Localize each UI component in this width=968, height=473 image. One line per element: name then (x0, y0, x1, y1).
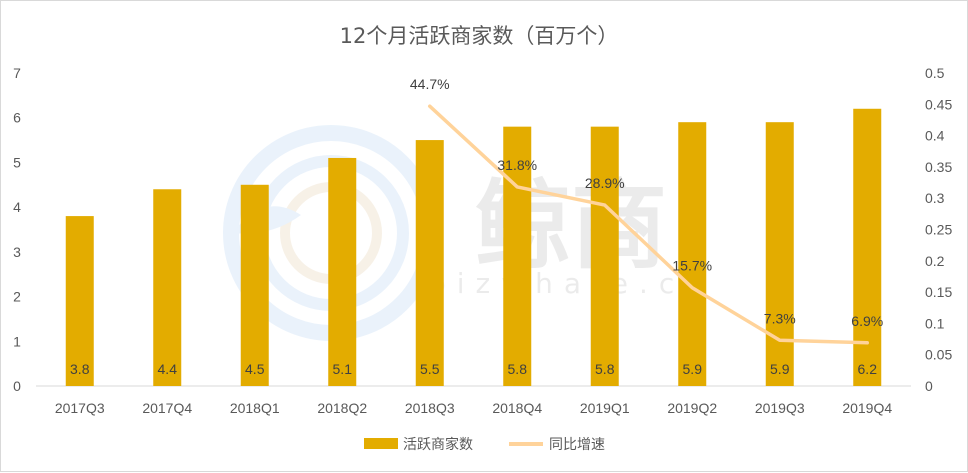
x-tick-label: 2018Q4 (492, 400, 542, 416)
x-tick-label: 2017Q4 (142, 400, 192, 416)
x-tick-label: 2019Q2 (667, 400, 717, 416)
bar-value-label: 6.2 (858, 361, 878, 377)
line-value-label: 28.9% (585, 175, 625, 191)
line-value-label: 44.7% (410, 76, 450, 92)
bar-series (66, 109, 882, 386)
x-axis: 2017Q3 2017Q4 2018Q1 2018Q2 2018Q3 2018Q4 2019… (55, 400, 893, 416)
y-left-tick-label: 1 (13, 333, 21, 349)
y-right-tick-label: 0 (925, 378, 933, 394)
line-value-label: 31.8% (497, 157, 537, 173)
watermark-logo: 鲸商 bizwhale.cn (231, 133, 714, 333)
bar-value-label: 5.8 (595, 361, 615, 377)
right-axis: 0 0.05 0.1 0.15 0.2 0.25 0.3 0.35 0.4 0.45 0.5 (925, 65, 952, 394)
bar (416, 140, 444, 386)
watermark-domain: bizwhale.cn (428, 267, 714, 300)
y-left-tick-label: 5 (13, 154, 21, 170)
bar-data-labels: 3.8 4.4 4.5 5.1 5.5 5.8 5.8 5.9 5.9 6.2 (70, 361, 877, 377)
bar (153, 189, 181, 386)
x-tick-label: 2018Q3 (405, 400, 455, 416)
legend-label-line: 同比增速 (549, 437, 605, 453)
line-value-label: 7.3% (764, 310, 796, 326)
bar (241, 185, 269, 386)
bar-value-label: 3.8 (70, 361, 90, 377)
y-left-tick-label: 4 (13, 199, 21, 215)
y-right-tick-label: 0.25 (925, 222, 952, 238)
x-tick-label: 2019Q4 (842, 400, 892, 416)
line-value-label: 15.7% (672, 258, 712, 274)
y-right-tick-label: 0.3 (925, 190, 945, 206)
bar-value-label: 5.9 (683, 361, 703, 377)
y-right-tick-label: 0.05 (925, 347, 952, 363)
bar-value-label: 5.5 (420, 361, 440, 377)
y-right-tick-label: 0.45 (925, 96, 952, 112)
bar (678, 122, 706, 386)
y-right-tick-label: 0.2 (925, 253, 945, 269)
y-left-tick-label: 6 (13, 110, 21, 126)
left-axis: 0 1 2 3 4 5 6 7 (13, 65, 21, 394)
bar (766, 122, 794, 386)
y-right-tick-label: 0.1 (925, 315, 945, 331)
x-tick-label: 2017Q3 (55, 400, 105, 416)
y-right-tick-label: 0.5 (925, 65, 945, 81)
y-right-tick-label: 0.35 (925, 159, 952, 175)
y-left-tick-label: 3 (13, 244, 21, 260)
y-right-tick-label: 0.15 (925, 284, 952, 300)
bar-value-label: 5.8 (508, 361, 528, 377)
bar-value-label: 5.9 (770, 361, 790, 377)
x-tick-label: 2019Q1 (580, 400, 630, 416)
bar (591, 127, 619, 386)
y-right-tick-label: 0.4 (925, 128, 945, 144)
legend: 活跃商家数 同比增速 (364, 436, 605, 453)
bar-value-label: 4.5 (245, 361, 265, 377)
legend-swatch-bar (364, 438, 398, 449)
x-tick-label: 2018Q1 (230, 400, 280, 416)
legend-label-bar: 活跃商家数 (403, 436, 473, 453)
y-left-tick-label: 0 (13, 378, 21, 394)
x-tick-label: 2019Q3 (755, 400, 805, 416)
x-tick-label: 2018Q2 (317, 400, 367, 416)
y-left-tick-label: 2 (13, 289, 21, 305)
y-left-tick-label: 7 (13, 65, 21, 81)
line-value-label: 6.9% (851, 313, 883, 329)
bar-value-label: 5.1 (333, 361, 353, 377)
bar (328, 158, 356, 386)
bar-value-label: 4.4 (158, 361, 178, 377)
chart-title: 12个月活跃商家数（百万个） (340, 24, 619, 48)
